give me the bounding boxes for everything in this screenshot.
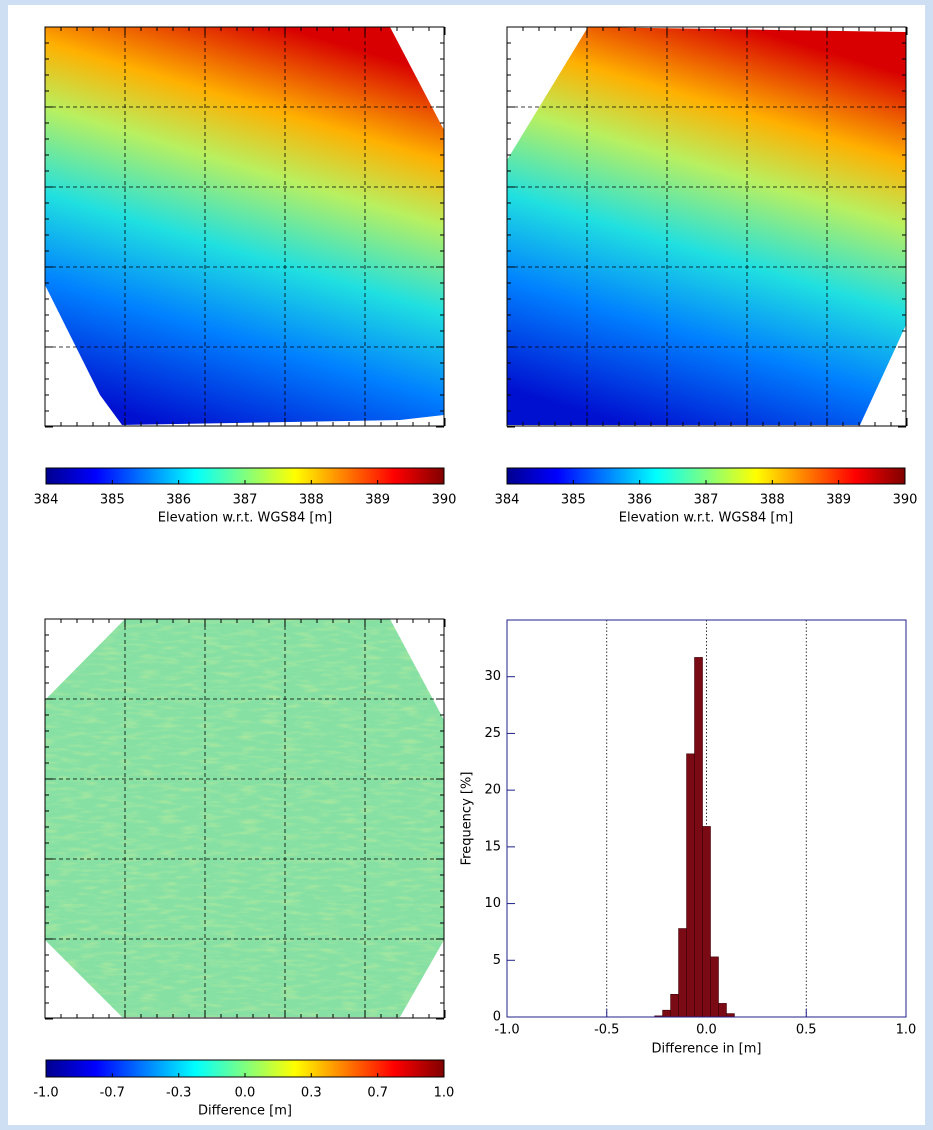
bar: [686, 753, 695, 1018]
bar: [694, 657, 703, 1018]
x-tick-label: 384: [495, 493, 520, 508]
bar: [670, 994, 679, 1018]
x-tick-label: 389: [826, 493, 851, 508]
x-tick-label: 387: [233, 493, 258, 508]
x-tick-label: 387: [694, 493, 719, 508]
x-tick-label: 390: [893, 493, 918, 508]
plot-frame: [506, 619, 907, 1018]
x-tick-label: 1.0: [434, 1086, 455, 1101]
elevation-map: [507, 27, 906, 425]
x-tick-label: 388: [299, 493, 324, 508]
bar: [710, 956, 719, 1018]
x-tick-label: -0.5: [594, 1023, 619, 1038]
elevation-map: [45, 27, 444, 425]
bar: [662, 1009, 671, 1018]
bar: [726, 1013, 735, 1018]
bar: [718, 1003, 727, 1018]
colorbar-label: Elevation w.r.t. WGS84 [m]: [619, 511, 793, 526]
x-tick-label: 0.0: [696, 1023, 717, 1038]
x-tick-label: -1.0: [494, 1023, 519, 1038]
y-tick-label: 20: [484, 783, 501, 798]
y-tick-label: 10: [484, 896, 501, 911]
y-tick-label: 25: [484, 726, 501, 741]
x-tick-label: 0.7: [367, 1086, 388, 1101]
colorbar-label: Elevation w.r.t. WGS84 [m]: [158, 511, 332, 526]
x-tick-label: 385: [100, 493, 125, 508]
x-tick-label: 384: [34, 493, 59, 508]
y-tick-label: 0: [493, 1010, 501, 1025]
y-axis-label: Frequency [%]: [460, 772, 475, 866]
x-tick-label: -0.7: [100, 1086, 125, 1101]
x-tick-label: 1.0: [896, 1023, 917, 1038]
x-axis-label: Difference in [m]: [652, 1042, 762, 1057]
x-tick-label: 390: [432, 493, 457, 508]
x-tick-label: 0.3: [301, 1086, 322, 1101]
x-tick-label: 0.5: [796, 1023, 817, 1038]
x-tick-label: 388: [760, 493, 785, 508]
y-tick-label: 30: [484, 669, 501, 684]
map-frame: [44, 26, 445, 427]
colorbar-label: Difference [m]: [198, 1104, 292, 1119]
x-tick-label: -1.0: [33, 1086, 58, 1101]
y-tick-label: 15: [484, 839, 501, 854]
x-tick-label: 385: [561, 493, 586, 508]
bar: [678, 928, 687, 1018]
y-tick-label: 5: [493, 953, 501, 968]
map-frame: [506, 26, 907, 427]
x-tick-label: 389: [365, 493, 390, 508]
bar: [702, 826, 711, 1018]
x-tick-label: 0.0: [235, 1086, 256, 1101]
x-tick-label: -0.3: [166, 1086, 191, 1101]
map-frame: [44, 618, 445, 1019]
x-tick-label: 386: [166, 493, 191, 508]
difference-texture: [45, 619, 444, 1017]
x-tick-label: 386: [627, 493, 652, 508]
